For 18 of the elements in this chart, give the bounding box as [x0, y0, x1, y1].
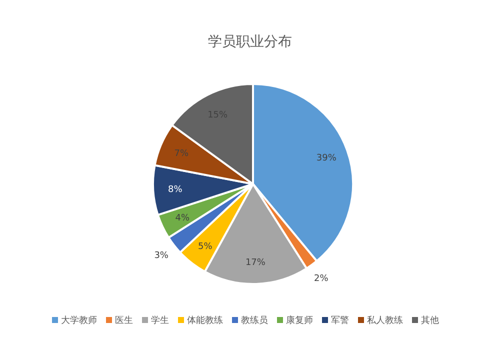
- chart-title: 学员职业分布: [208, 34, 292, 50]
- legend-label: 学生: [151, 315, 169, 326]
- data-label: 7%: [174, 149, 189, 160]
- legend-label: 康复师: [286, 315, 313, 326]
- legend-label: 教练员: [241, 315, 268, 326]
- legend-label: 大学教师: [61, 315, 97, 326]
- legend-label: 医生: [115, 315, 133, 326]
- data-label: 17%: [245, 258, 266, 268]
- data-label: 2%: [314, 274, 329, 284]
- data-label: 5%: [198, 242, 213, 252]
- legend-label: 军警: [331, 315, 349, 326]
- legend-label: 其他: [421, 315, 439, 326]
- legend-label: 私人教练: [367, 315, 403, 326]
- data-label: 3%: [154, 251, 169, 262]
- data-label: 8%: [168, 185, 183, 196]
- legend-label: 体能教练: [187, 315, 223, 326]
- data-label: 39%: [316, 154, 337, 164]
- data-label: 4%: [175, 213, 190, 224]
